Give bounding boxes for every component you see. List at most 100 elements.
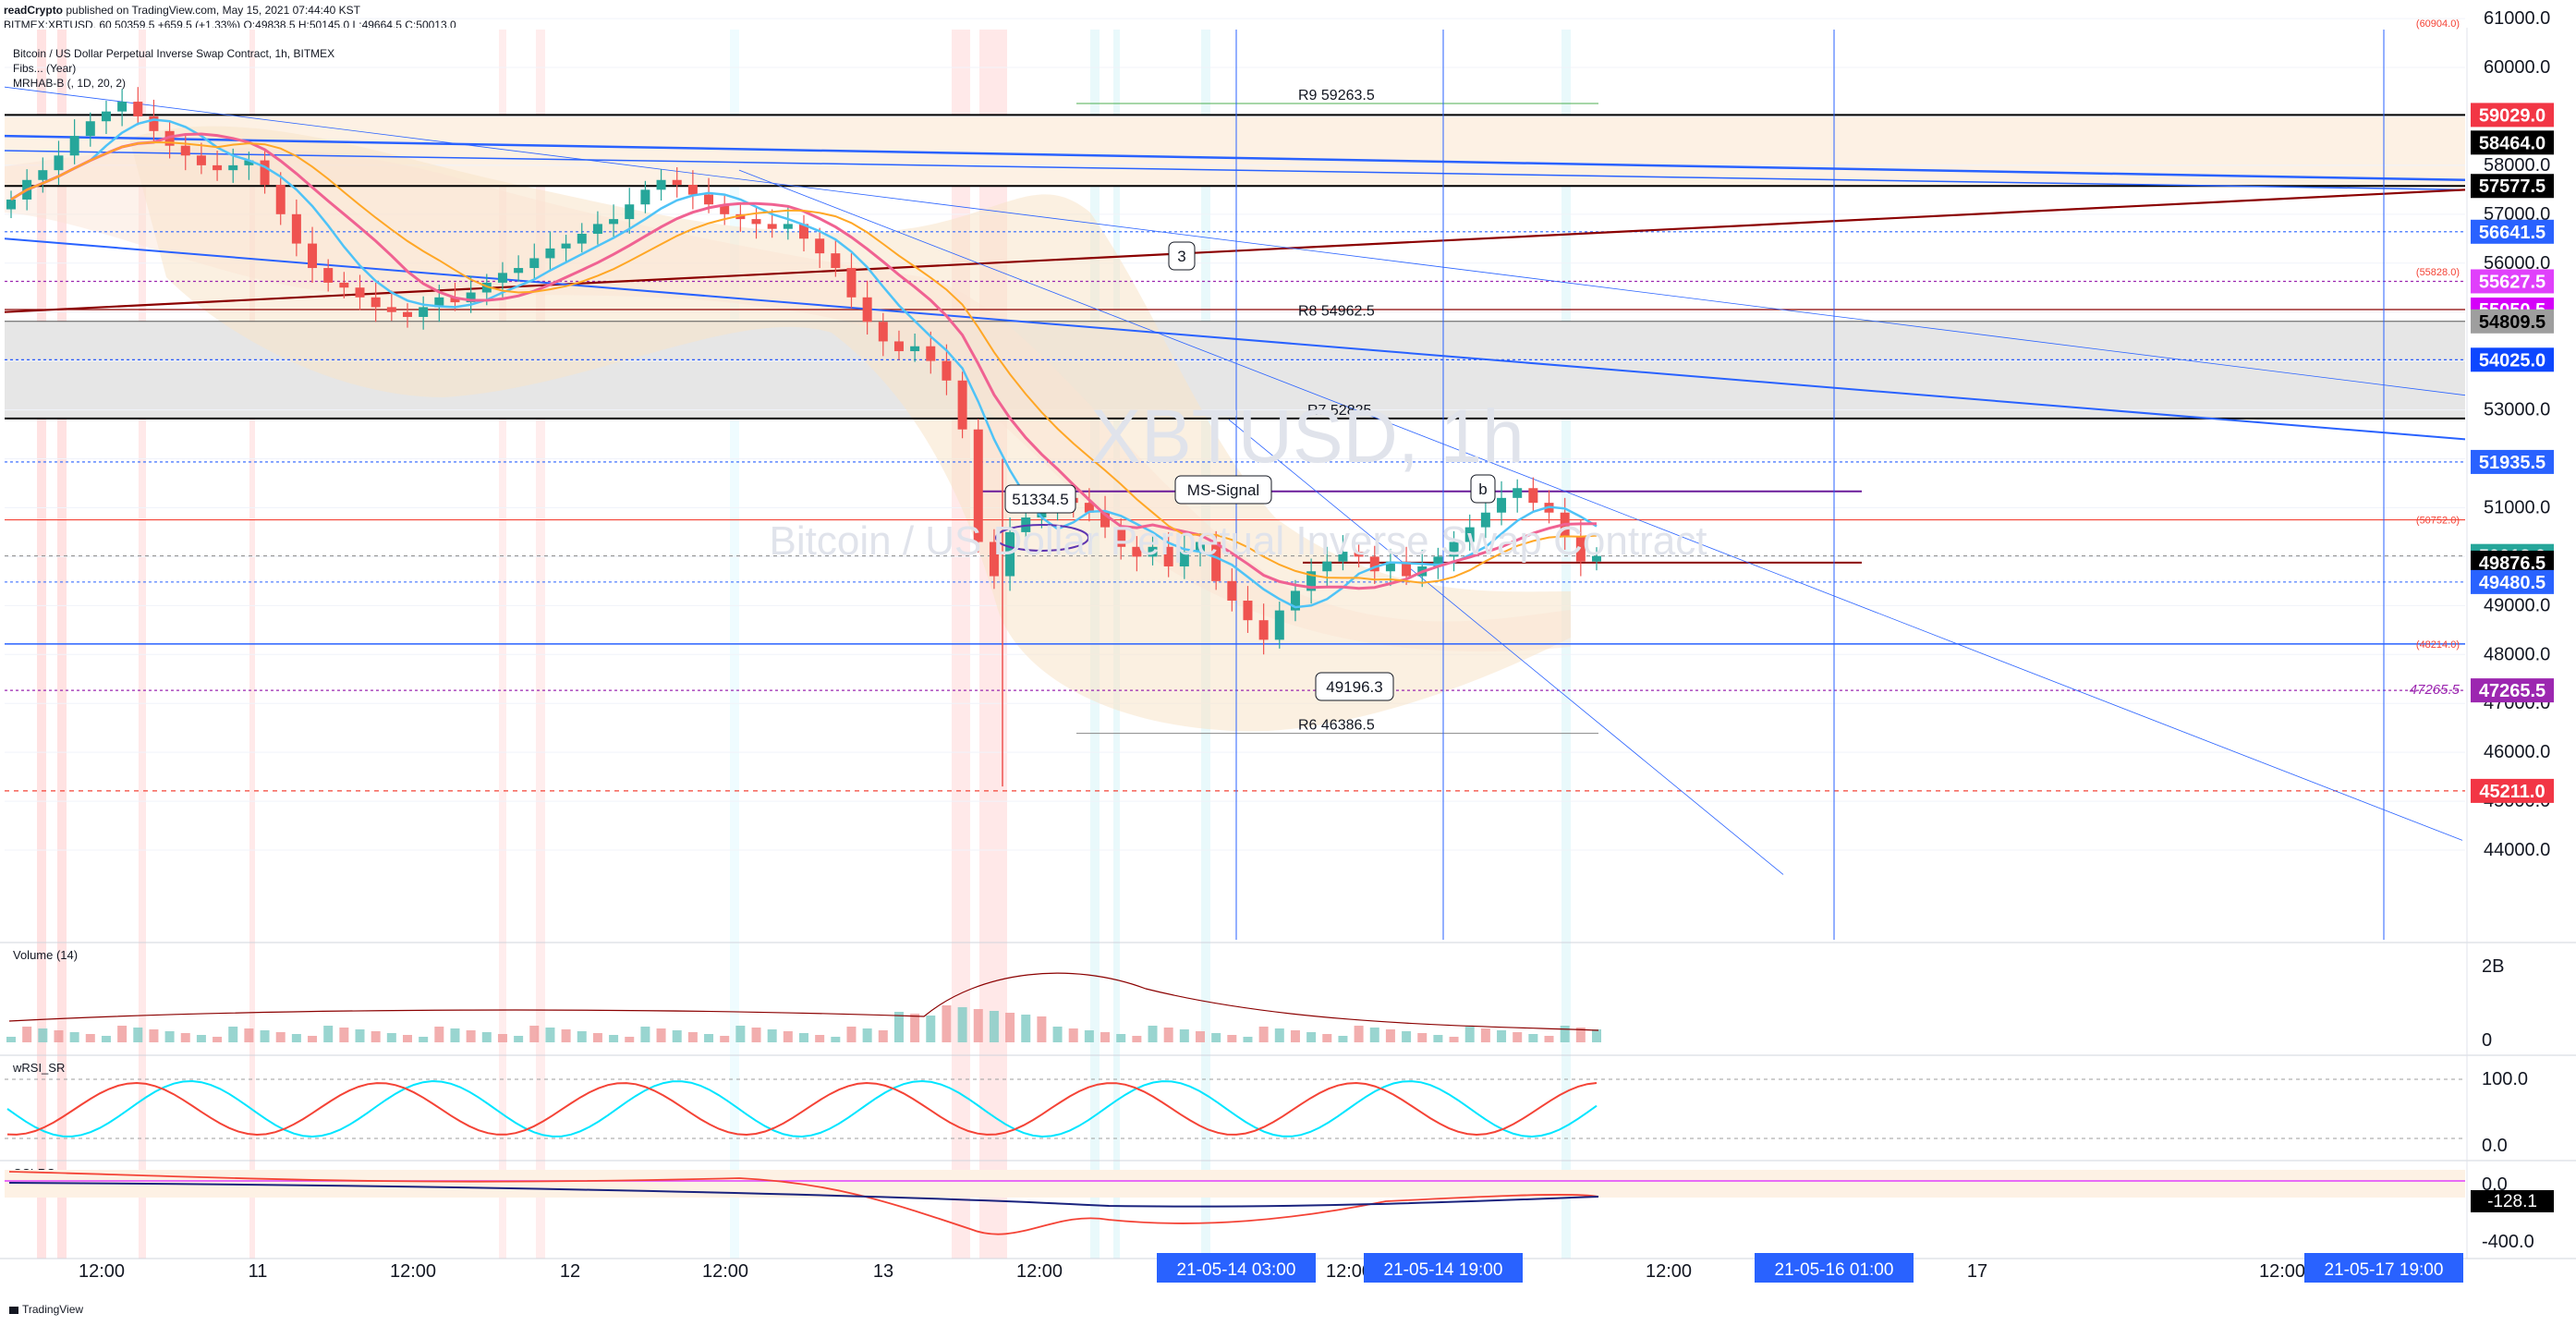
candle-body: [1433, 556, 1443, 566]
volume-bar: [561, 1029, 571, 1042]
volume-bar: [386, 1033, 396, 1042]
candle: [1480, 497, 1490, 539]
price-badge: 56641.5: [2479, 223, 2546, 243]
candle-body: [213, 164, 223, 171]
candle: [1148, 534, 1158, 566]
candle: [133, 87, 143, 126]
volume-bar: [1148, 1026, 1158, 1042]
candle-body: [1369, 556, 1379, 572]
price-badge: 55627.5: [2479, 272, 2546, 292]
price-tick: 49000.0: [2484, 595, 2550, 615]
price-tick: 48000.0: [2484, 644, 2550, 664]
wave-label-3: 3: [1177, 248, 1185, 265]
candle: [1005, 517, 1015, 591]
time-tick: 13: [873, 1261, 893, 1282]
volume-bar: [1385, 1029, 1395, 1042]
volume-bar: [592, 1033, 602, 1042]
volume-bar: [1592, 1029, 1601, 1042]
volume-bar: [213, 1037, 223, 1042]
candle-body: [577, 233, 587, 244]
publish-info: readCrypto published on TradingView.com,…: [4, 4, 360, 17]
time-tick: 12:00: [390, 1261, 436, 1282]
time-tick: 12:00: [1016, 1261, 1063, 1282]
candle-body: [687, 185, 698, 195]
volume-bar: [1211, 1033, 1221, 1042]
volume-bar: [450, 1028, 460, 1042]
candle: [1243, 586, 1253, 633]
time-tick: 12:00: [1646, 1261, 1692, 1282]
candle-body: [878, 322, 888, 342]
volume-bar: [403, 1035, 412, 1042]
tradingview-logo[interactable]: TradingView: [9, 1303, 83, 1316]
candle-body: [1385, 561, 1395, 572]
wrsi-panel-label: wRSI_SR: [12, 1061, 65, 1075]
volume-bar: [1402, 1031, 1412, 1042]
volume-bar: [799, 1033, 808, 1042]
volume-bar: [1179, 1029, 1189, 1042]
cci-panel-tick-bottom: -400.0: [2482, 1232, 2534, 1252]
candle: [783, 207, 793, 240]
trend-line-red: [5, 189, 2465, 313]
candle-body: [1148, 546, 1158, 557]
candle-body: [1290, 590, 1300, 611]
volume-bar: [355, 1029, 365, 1042]
candle: [213, 150, 223, 181]
candle: [687, 170, 698, 210]
cci-signal: [8, 1182, 1599, 1208]
volume-bar: [1544, 1036, 1554, 1042]
candle-body: [545, 248, 555, 259]
candle-body: [704, 194, 714, 205]
author-name[interactable]: readCrypto: [4, 4, 64, 17]
volume-bar: [69, 1032, 79, 1042]
price-tick: 53000.0: [2484, 400, 2550, 420]
candle: [846, 253, 857, 309]
candle-body: [831, 253, 841, 269]
candle: [1464, 514, 1475, 552]
candle-body: [1084, 503, 1094, 513]
legend-fibs: Fibs... (Year): [13, 62, 76, 75]
candle: [799, 214, 808, 252]
volume-bar: [308, 1036, 318, 1042]
time-tick: 11: [249, 1261, 268, 1282]
volume-bar: [878, 1030, 888, 1042]
callout-49196-box: [1315, 672, 1394, 701]
candle: [419, 296, 429, 330]
candle-body: [180, 145, 190, 156]
candle-body: [1402, 561, 1412, 577]
time-tick: 12:00: [1326, 1261, 1372, 1282]
candle: [910, 333, 920, 362]
candle-body: [1258, 620, 1269, 640]
volume-bar: [846, 1027, 857, 1042]
price-tick: 51000.0: [2484, 497, 2550, 517]
volume-bar: [609, 1035, 619, 1042]
volume-panel-tick-top: 2B: [2482, 956, 2504, 977]
candle-body: [419, 307, 429, 317]
candle: [720, 195, 730, 225]
price-tick: 57000.0: [2484, 204, 2550, 225]
candle: [180, 135, 190, 171]
candle: [735, 203, 746, 232]
candle-body: [1480, 512, 1490, 528]
candle: [656, 169, 666, 201]
volume-bar: [910, 1014, 920, 1042]
wrsi-line: [6, 1079, 1598, 1138]
candle-body: [1513, 488, 1523, 498]
candle-body: [625, 204, 635, 220]
volume-bar: [625, 1037, 635, 1042]
small-level-label: (48214.0): [2416, 639, 2460, 651]
candle-body: [386, 307, 396, 312]
volume-bar: [54, 1030, 64, 1042]
candle-body: [403, 311, 412, 317]
candle: [1433, 547, 1443, 579]
candle: [386, 290, 396, 322]
volume-bar: [545, 1028, 555, 1042]
small-level-label: (50752.0): [2416, 516, 2460, 527]
volume-bar: [1052, 1027, 1063, 1042]
candle-body: [751, 219, 761, 225]
volume-bar: [1480, 1028, 1490, 1042]
candle-body: [101, 111, 111, 122]
cci-line: [8, 1171, 1599, 1235]
candle-body: [1449, 541, 1459, 557]
candle-body: [561, 243, 571, 249]
